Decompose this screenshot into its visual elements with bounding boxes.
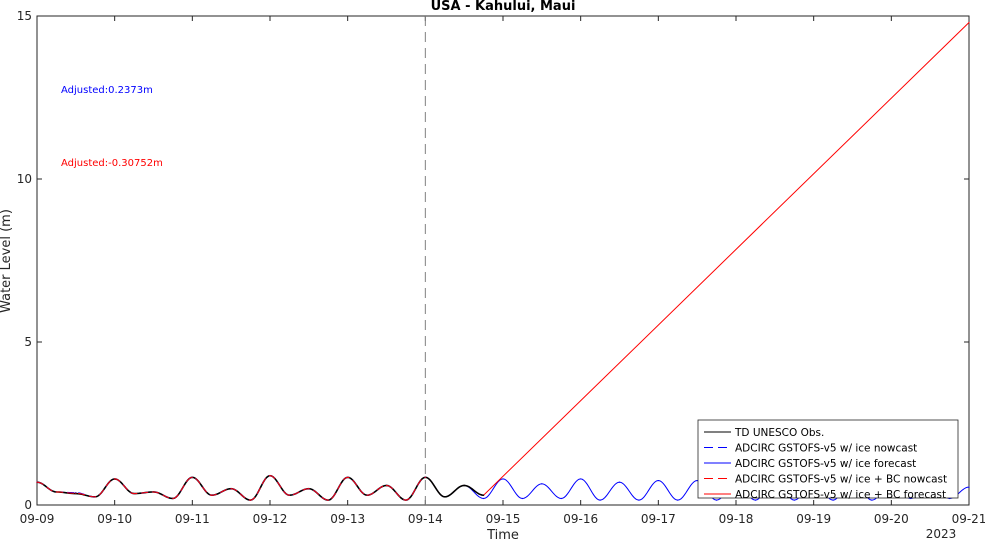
series-point [482,494,485,496]
series-point [172,497,174,500]
series-point [55,491,58,493]
y-axis-label: Water Level (m) [0,209,14,313]
adjusted-annotation-red: Adjusted:-0.30752m [61,158,163,169]
series-point [288,494,291,496]
series-point [502,478,504,480]
chart-title: USA - Kahului, Maui [431,0,576,14]
series-point [36,481,38,483]
series-point [541,483,543,485]
legend-entry-label: TD UNESCO Obs. [734,427,824,439]
series-point [657,479,659,482]
series-point [114,478,116,480]
y-tick-label: 0 [24,498,32,512]
series-point [230,488,232,490]
series-point [444,496,446,498]
series-point [696,479,698,482]
x-tick-label: 09-12 [253,512,288,526]
year-label: 2023 [926,527,957,541]
series-point [754,499,757,501]
series-point [618,481,621,483]
series-point [677,499,679,501]
series-point [560,497,562,500]
series-point [968,486,970,488]
y-tick-label: 10 [17,172,32,186]
adjusted-annotation-blue: Adjusted:0.2373m [61,85,153,96]
series-point [366,494,368,496]
series-point [463,484,465,487]
legend: TD UNESCO Obs. ADCIRC GSTOFS-v5 w/ ice no… [697,419,959,501]
series-point [152,491,155,493]
series-point [405,499,407,501]
series-point [308,488,310,490]
legend-entry-label: ADCIRC GSTOFS-v5 w/ ice forecast [735,458,916,470]
series-point [793,499,795,501]
series-point [385,484,388,487]
series-point [269,475,271,477]
series-point [715,499,718,501]
series-point [871,499,873,501]
x-tick-label: 09-17 [641,512,676,526]
series-point [75,492,77,494]
series-point [327,499,329,501]
legend-entry-label: ADCIRC GSTOFS-v5 w/ ice nowcast [735,443,917,455]
series-point [580,478,582,480]
x-axis-label: Time [486,528,519,541]
series-point [94,496,96,498]
legend-entry-label: ADCIRC GSTOFS-v5 w/ ice + BC forecast [735,489,946,501]
x-tick-label: 09-20 [874,512,909,526]
series-point [347,476,349,478]
x-tick-label: 09-09 [20,512,55,526]
series-point [638,499,640,501]
y-tick-label: 5 [24,335,32,349]
series-point [521,497,524,500]
x-tick-label: 09-10 [97,512,132,526]
x-tick-label: 09-11 [175,512,210,526]
x-tick-label: 09-13 [330,512,365,526]
series-point [599,499,601,501]
x-tick-label: 09-21 [952,512,985,526]
series-point [191,476,193,478]
x-tick-label: 09-19 [796,512,831,526]
series-point [249,499,252,501]
x-tick-label: 09-16 [563,512,598,526]
legend-entry-label: ADCIRC GSTOFS-v5 w/ ice + BC nowcast [735,474,947,486]
series-point [424,476,426,478]
x-tick-label: 09-14 [408,512,443,526]
x-tick-label: 09-15 [486,512,521,526]
series-point [133,492,135,495]
x-tick-label: 09-18 [719,512,754,526]
series-point [482,497,485,500]
y-tick-label: 15 [17,9,32,23]
legend-box [697,419,959,499]
series-point [968,21,970,24]
series-point [832,499,834,501]
series-point [211,494,213,496]
